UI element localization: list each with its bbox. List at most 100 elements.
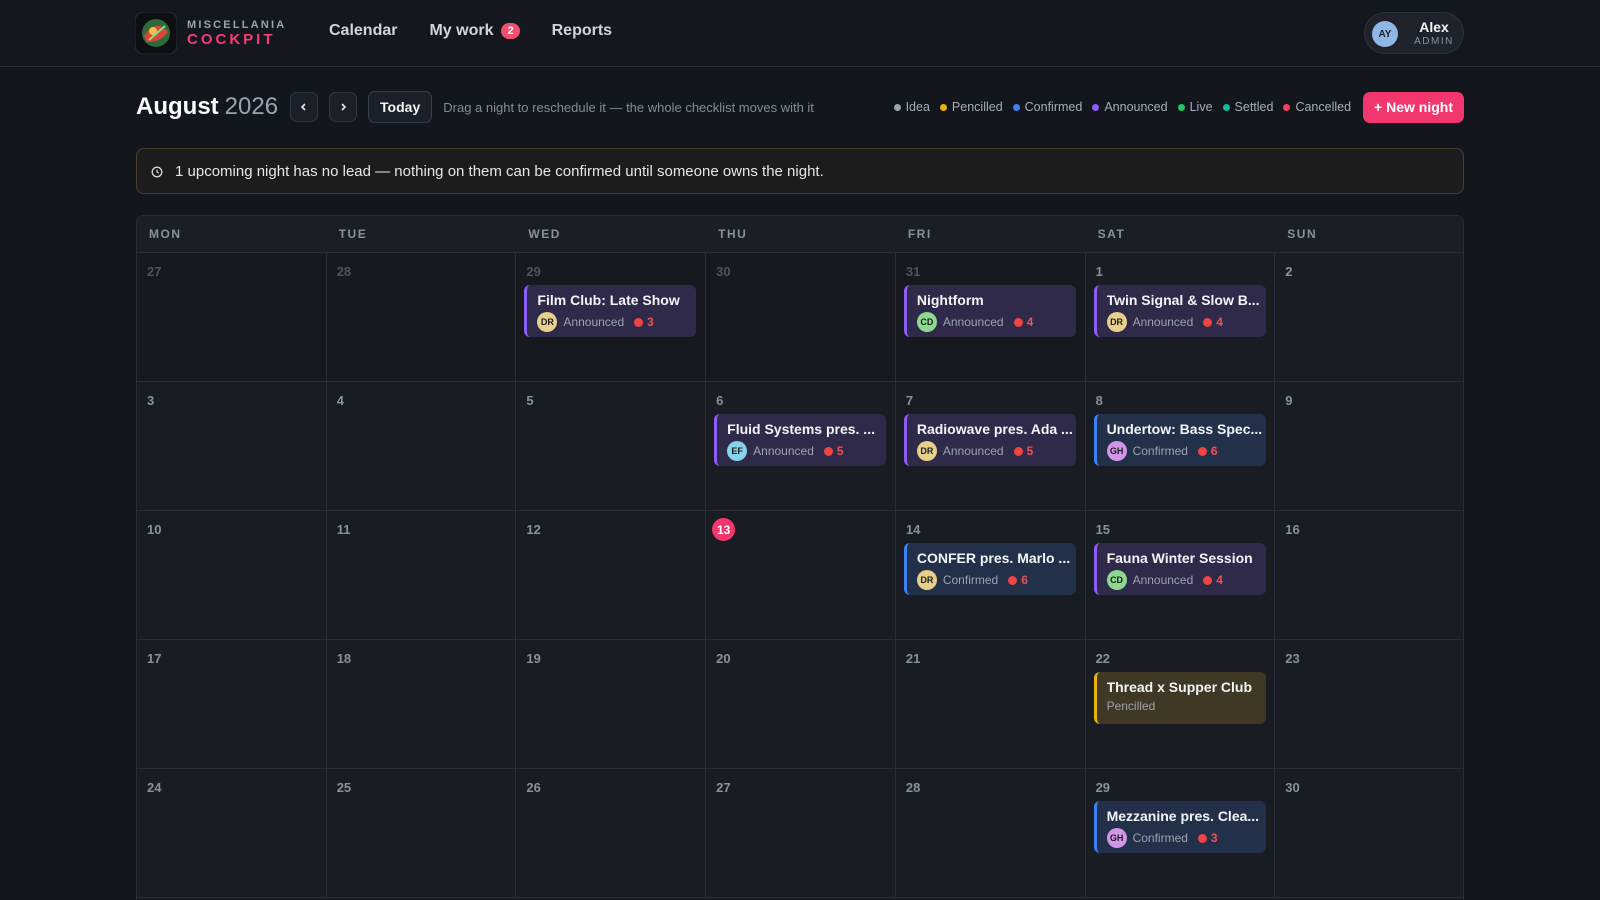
- nav-label: My work: [429, 22, 494, 39]
- day-cell[interactable]: 19: [516, 640, 707, 769]
- day-cell[interactable]: 29 Mezzanine pres. Clea... GH Confirmed 3: [1085, 769, 1276, 898]
- day-number: 20: [716, 651, 731, 666]
- event-card[interactable]: Film Club: Late Show DR Announced 3: [524, 285, 697, 337]
- weekday: TUE: [326, 216, 517, 253]
- day-cell[interactable]: 30: [1275, 769, 1463, 898]
- event-card[interactable]: Twin Signal & Slow B... DR Announced 4: [1093, 285, 1266, 337]
- legend-label: Settled: [1234, 100, 1274, 114]
- day-number: 1: [1095, 264, 1103, 279]
- day-cell[interactable]: 21: [895, 640, 1086, 769]
- event-card[interactable]: Fluid Systems pres. ... EF Announced 5: [714, 414, 887, 466]
- day-cell[interactable]: 31 Nightform CD Announced 4: [895, 253, 1086, 382]
- day-cell[interactable]: 2: [1275, 253, 1463, 382]
- today-button[interactable]: Today: [368, 91, 433, 123]
- day-cell[interactable]: 24: [137, 769, 327, 898]
- event-card[interactable]: Thread x Supper Club Pencilled: [1093, 672, 1266, 724]
- event-meta: DR Announced 5: [916, 441, 1076, 461]
- day-number: 4: [336, 393, 344, 408]
- event-title: Radiowave pres. Ada ...: [916, 421, 1073, 437]
- event-card[interactable]: CONFER pres. Marlo ... DR Confirmed 6: [903, 543, 1076, 595]
- event-status: Announced: [942, 444, 1004, 458]
- day-cell[interactable]: 11: [326, 511, 517, 640]
- day-cell[interactable]: 12: [516, 511, 707, 640]
- day-cell[interactable]: 14 CONFER pres. Marlo ... DR Confirmed 6: [895, 511, 1086, 640]
- day-cell[interactable]: 5: [516, 382, 707, 511]
- top-bar: MISCELLANIA COCKPIT Calendar My work 2 Repo…: [0, 0, 1600, 67]
- nav-item[interactable]: My work 2: [429, 22, 520, 40]
- nav: Calendar My work 2 Reports: [329, 22, 612, 40]
- user-avatar: AY: [1372, 21, 1398, 47]
- day-number: 8: [1095, 393, 1103, 408]
- day-number: 18: [336, 651, 352, 666]
- day-cell[interactable]: 4: [326, 382, 517, 511]
- next-button[interactable]: [329, 92, 358, 122]
- day-number: 25: [336, 780, 352, 795]
- legend-label: Announced: [1104, 100, 1168, 114]
- day-cell[interactable]: 29 Film Club: Late Show DR Announced 3: [516, 253, 707, 382]
- next-icon: [341, 103, 347, 111]
- user-name: Alex: [1419, 19, 1449, 35]
- prev-button[interactable]: [290, 92, 319, 122]
- day-cell[interactable]: 25: [326, 769, 517, 898]
- day-number: 14: [905, 522, 921, 537]
- task-count: 6: [1021, 573, 1028, 587]
- day-cell[interactable]: 3: [137, 382, 327, 511]
- task-count: 3: [647, 315, 654, 329]
- logo[interactable]: [135, 12, 177, 54]
- day-cell[interactable]: 8 Undertow: Bass Spec... GH Confirmed 6: [1085, 382, 1276, 511]
- nav-item[interactable]: Reports: [552, 22, 612, 40]
- day-cell[interactable]: 10: [137, 511, 327, 640]
- nav-label: Calendar: [329, 22, 398, 39]
- day-cell[interactable]: 6 Fluid Systems pres. ... EF Announced 5: [706, 382, 896, 511]
- task-count: 4: [1216, 315, 1223, 329]
- day-cell[interactable]: 9: [1275, 382, 1463, 511]
- day-number: 19: [526, 651, 541, 666]
- event-card[interactable]: Undertow: Bass Spec... GH Confirmed 6: [1093, 414, 1266, 466]
- weekday: SAT: [1085, 216, 1276, 253]
- day-cell[interactable]: 27: [137, 253, 327, 382]
- task-count: 4: [1216, 573, 1223, 587]
- new-night-button[interactable]: + New night: [1363, 91, 1464, 123]
- task-count: 4: [1026, 315, 1034, 329]
- day-cell[interactable]: 20: [706, 640, 896, 769]
- day-cell[interactable]: 18: [326, 640, 517, 769]
- event-meta: CD Announced 4: [1106, 570, 1266, 590]
- legend-item: Announced: [1092, 100, 1168, 114]
- day-cell[interactable]: 22 Thread x Supper Club Pencilled: [1085, 640, 1276, 769]
- day-number: 21: [905, 651, 921, 666]
- day-number: 3: [147, 393, 155, 408]
- nav-item[interactable]: Calendar: [329, 22, 397, 40]
- day-cell[interactable]: 17: [137, 640, 327, 769]
- day-cell[interactable]: 28: [895, 769, 1086, 898]
- day-cell[interactable]: 23: [1275, 640, 1463, 769]
- day-cell[interactable]: 26: [516, 769, 707, 898]
- nav-badge: 2: [501, 23, 520, 39]
- task-count: 5: [1026, 444, 1034, 458]
- task-dot: [1013, 317, 1023, 327]
- event-card[interactable]: Nightform CD Announced 4: [903, 285, 1076, 337]
- day-cell[interactable]: 28: [326, 253, 517, 382]
- day-cell[interactable]: 30: [706, 253, 896, 382]
- event-meta: GH Confirmed 6: [1106, 441, 1266, 461]
- day-number: 22: [1095, 651, 1111, 666]
- day-number: 28: [336, 264, 352, 279]
- day-cell[interactable]: 1 Twin Signal & Slow B... DR Announced 4: [1085, 253, 1276, 382]
- task-count: 6: [1210, 444, 1218, 458]
- day-number: 24: [147, 780, 162, 795]
- event-meta: GH Confirmed 3: [1106, 828, 1266, 848]
- day-cell[interactable]: 15 Fauna Winter Session CD Announced 4: [1085, 511, 1276, 640]
- alert: 1 upcoming night has no lead — nothing o…: [136, 148, 1464, 194]
- day-cell[interactable]: 13: [706, 511, 896, 640]
- day-cell[interactable]: 27: [706, 769, 896, 898]
- event-title: Twin Signal & Slow B...: [1106, 292, 1260, 308]
- event-card[interactable]: Fauna Winter Session CD Announced 4: [1093, 543, 1266, 595]
- event-card[interactable]: Mezzanine pres. Clea... GH Confirmed 3: [1093, 801, 1266, 853]
- event-card[interactable]: Radiowave pres. Ada ... DR Announced 5: [903, 414, 1076, 466]
- user-menu[interactable]: AY Alex ADMIN: [1364, 12, 1464, 54]
- day-cell[interactable]: 16: [1275, 511, 1463, 640]
- alert-text: 1 upcoming night has no lead — nothing o…: [175, 162, 824, 180]
- day-number: 23: [1285, 651, 1300, 666]
- day-cell[interactable]: 7 Radiowave pres. Ada ... DR Announced 5: [895, 382, 1086, 511]
- weekday: WED: [516, 216, 707, 253]
